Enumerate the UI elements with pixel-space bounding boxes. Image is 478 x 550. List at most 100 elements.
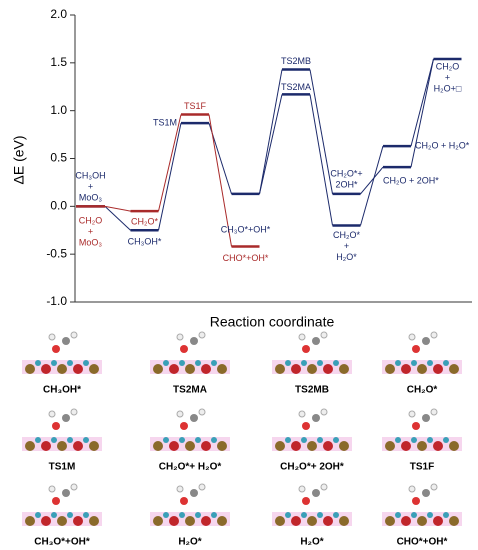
atom (339, 441, 349, 451)
atom (285, 437, 291, 443)
atom (48, 410, 56, 418)
y-tick-label: 1.0 (50, 103, 67, 117)
atom (323, 441, 333, 451)
level-label: TS1F (184, 101, 207, 111)
atom (320, 408, 328, 416)
atom (285, 360, 291, 366)
atom (323, 516, 333, 526)
atom (201, 516, 211, 526)
atom (73, 364, 83, 374)
atom (320, 331, 328, 339)
atom (307, 364, 317, 374)
connector (104, 205, 131, 212)
level-label: MoO₃ (79, 238, 103, 248)
atom (180, 345, 188, 353)
y-tick-label: 0.5 (50, 151, 67, 165)
atom (312, 337, 320, 345)
atom (52, 345, 60, 353)
atom (385, 516, 395, 526)
connector (309, 94, 333, 226)
atom (302, 345, 310, 353)
atom (35, 360, 41, 366)
atom (298, 485, 306, 493)
connector (158, 123, 182, 231)
atom (57, 364, 67, 374)
atom (89, 441, 99, 451)
atom (275, 441, 285, 451)
atom (62, 337, 70, 345)
atom (320, 483, 328, 491)
level-label: + (88, 182, 93, 192)
atom (185, 516, 195, 526)
connector (259, 69, 283, 194)
atom (201, 364, 211, 374)
atom (180, 497, 188, 505)
atom (163, 437, 169, 443)
atom (427, 437, 433, 443)
atom (312, 414, 320, 422)
connector (208, 114, 232, 247)
atom (307, 516, 317, 526)
connector (410, 58, 434, 168)
atom (185, 364, 195, 374)
atom (163, 512, 169, 518)
atom (217, 441, 227, 451)
atom (57, 441, 67, 451)
structure-label: TS2MB (295, 385, 329, 396)
atom (153, 516, 163, 526)
atom (179, 512, 185, 518)
y-axis-label: ΔE (eV) (11, 135, 27, 184)
atom (301, 360, 307, 366)
level-label: TS1M (153, 117, 177, 127)
atom (48, 485, 56, 493)
atom (412, 422, 420, 430)
level-label: + (445, 72, 450, 82)
atom (449, 364, 459, 374)
atom (301, 437, 307, 443)
y-tick-label: -1.0 (46, 294, 67, 308)
atom (411, 512, 417, 518)
connector (360, 166, 384, 195)
level-label: MoO₃ (79, 193, 103, 203)
atom (422, 337, 430, 345)
atom (35, 512, 41, 518)
atom (427, 512, 433, 518)
atom (52, 422, 60, 430)
level-label: CHO*+OH* (223, 253, 269, 263)
atom (385, 441, 395, 451)
level-label: 2OH* (335, 179, 358, 189)
atom (190, 414, 198, 422)
level-label: TS2MA (281, 82, 311, 92)
atom (298, 410, 306, 418)
atom (195, 437, 201, 443)
atom (417, 364, 427, 374)
atom (339, 364, 349, 374)
level-label: H₂O+□ (434, 83, 462, 93)
atom (317, 437, 323, 443)
level-label: TS2MB (281, 56, 311, 66)
level-label: CH₂O*+ (330, 168, 362, 178)
connector (360, 145, 384, 226)
atom (70, 331, 78, 339)
atom (275, 516, 285, 526)
atom (198, 408, 206, 416)
atom (83, 360, 89, 366)
level-label: H₂O* (336, 252, 357, 262)
atom (417, 441, 427, 451)
atom (385, 364, 395, 374)
atom (48, 333, 56, 341)
atom (339, 516, 349, 526)
atom (401, 364, 411, 374)
y-tick-label: 0.0 (50, 199, 67, 213)
atom (70, 408, 78, 416)
connector (309, 69, 333, 194)
level-label: + (344, 241, 349, 251)
atom (401, 441, 411, 451)
atom (443, 512, 449, 518)
connector (259, 94, 283, 195)
level-label: CH₃OH (75, 171, 105, 181)
atom (83, 437, 89, 443)
atom (323, 364, 333, 374)
level-label: CH₃OH* (128, 237, 162, 247)
